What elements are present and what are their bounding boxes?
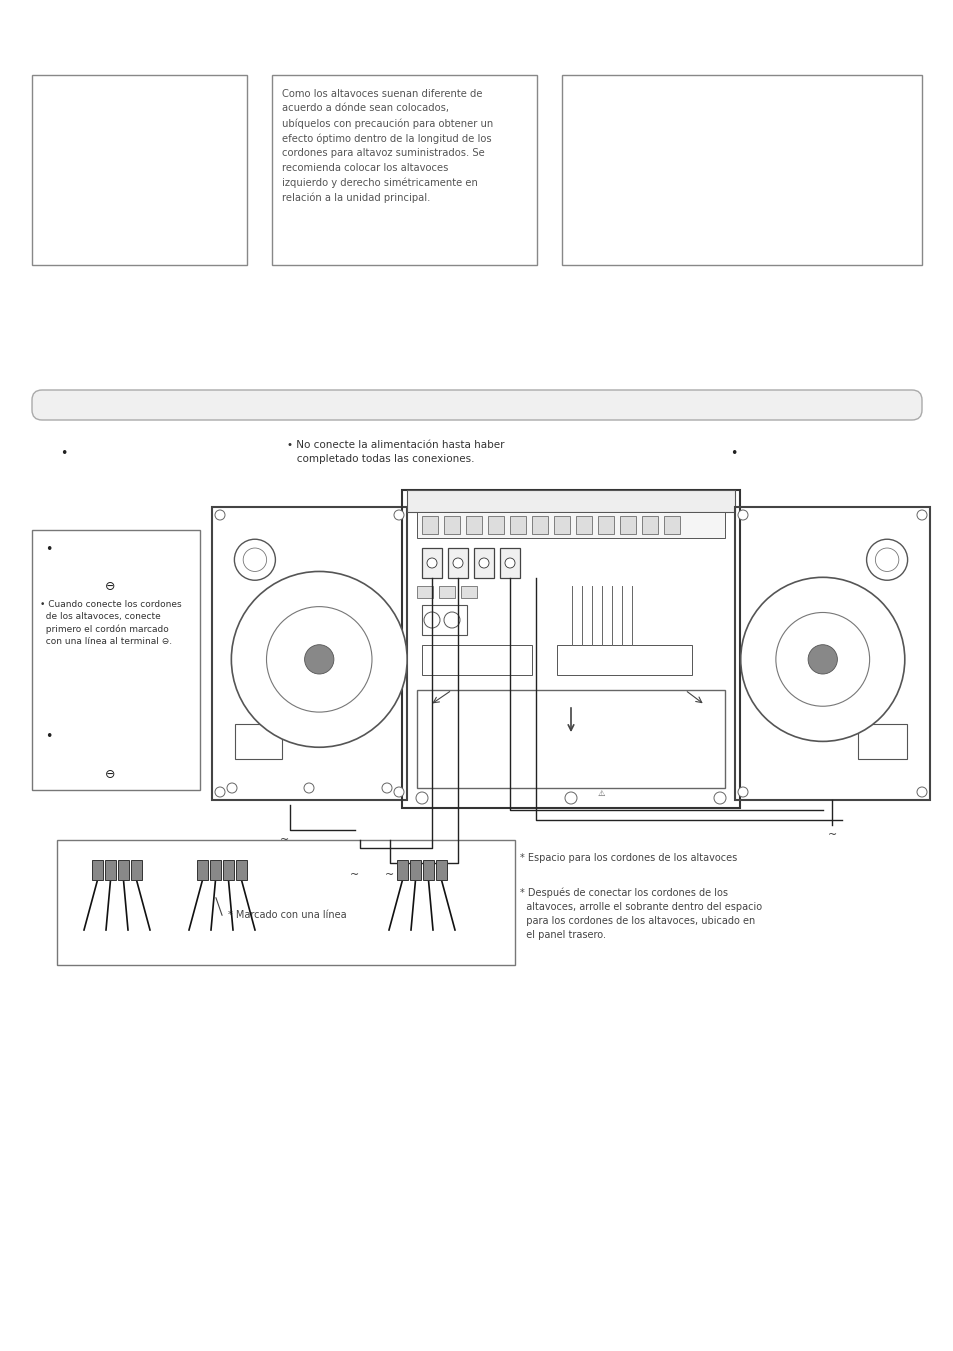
Circle shape [564, 792, 577, 804]
Text: •: • [45, 730, 52, 743]
Bar [576, 516, 592, 534]
Bar [416, 586, 433, 598]
Circle shape [227, 784, 236, 793]
Circle shape [807, 644, 837, 674]
Bar [212, 507, 407, 800]
Circle shape [738, 788, 747, 797]
Text: * Después de conectar los cordones de los
  altavoces, arrolle el sobrante dentr: * Después de conectar los cordones de lo… [519, 888, 761, 940]
Circle shape [443, 612, 459, 628]
Circle shape [234, 539, 275, 580]
Circle shape [394, 788, 403, 797]
Circle shape [713, 792, 725, 804]
Text: ~: ~ [280, 835, 290, 844]
Bar [410, 861, 421, 880]
Bar [421, 644, 532, 676]
Bar [235, 724, 282, 759]
Bar [106, 861, 116, 880]
FancyBboxPatch shape [32, 390, 921, 420]
Circle shape [875, 549, 898, 571]
Text: •: • [729, 447, 737, 459]
Bar [421, 549, 441, 578]
Circle shape [775, 612, 869, 707]
Bar [421, 516, 437, 534]
Bar [448, 549, 468, 578]
Text: ⊖: ⊖ [105, 580, 115, 593]
Bar [416, 512, 724, 538]
Text: * Marcado con una línea: * Marcado con una línea [228, 911, 346, 920]
Text: Como los altavoces suenan diferente de
acuerdo a dónde sean colocados,
ubíquelos: Como los altavoces suenan diferente de a… [282, 89, 493, 203]
Text: ⚠: ⚠ [597, 789, 604, 797]
Bar [223, 861, 234, 880]
Bar [421, 605, 467, 635]
Circle shape [214, 509, 225, 520]
Bar [438, 586, 455, 598]
Text: * Espacio para los cordones de los altavoces: * Espacio para los cordones de los altav… [519, 852, 737, 863]
Circle shape [453, 558, 462, 567]
Text: • Cuando conecte los cordones
  de los altavoces, conecte
  primero el cordón ma: • Cuando conecte los cordones de los alt… [40, 600, 181, 646]
Circle shape [304, 784, 314, 793]
Bar [598, 516, 614, 534]
Bar [32, 530, 200, 790]
Bar [436, 861, 447, 880]
Bar [641, 516, 658, 534]
Circle shape [416, 792, 428, 804]
Bar [236, 861, 247, 880]
Bar [460, 586, 476, 598]
Circle shape [266, 607, 372, 712]
Bar [510, 516, 525, 534]
Bar [443, 516, 459, 534]
Bar [211, 861, 221, 880]
Bar [465, 516, 481, 534]
Bar [663, 516, 679, 534]
Bar [272, 76, 537, 265]
Circle shape [504, 558, 515, 567]
Circle shape [478, 558, 489, 567]
Bar [857, 724, 905, 759]
Text: •: • [45, 543, 52, 557]
Circle shape [423, 612, 439, 628]
Bar [499, 549, 519, 578]
Circle shape [232, 571, 407, 747]
Bar [57, 840, 515, 965]
Text: ~: ~ [385, 870, 395, 880]
Text: ⊖: ⊖ [105, 767, 115, 781]
Bar [554, 516, 569, 534]
Bar [416, 690, 724, 788]
Bar [557, 644, 691, 676]
Circle shape [865, 539, 906, 580]
Bar [561, 76, 921, 265]
Bar [118, 861, 130, 880]
Circle shape [427, 558, 436, 567]
Bar [132, 861, 142, 880]
Bar [474, 549, 494, 578]
Circle shape [738, 509, 747, 520]
Bar [32, 76, 247, 265]
Bar [619, 516, 636, 534]
Circle shape [740, 577, 903, 742]
Circle shape [243, 549, 266, 571]
Circle shape [916, 788, 926, 797]
Bar [532, 516, 547, 534]
Text: ~: ~ [827, 830, 836, 840]
Text: • No conecte la alimentación hasta haber
   completado todas las conexiones.: • No conecte la alimentación hasta haber… [287, 440, 504, 463]
Circle shape [394, 509, 403, 520]
Bar [197, 861, 209, 880]
Bar [397, 861, 408, 880]
Bar [488, 516, 503, 534]
Text: ~: ~ [350, 870, 359, 880]
Circle shape [304, 644, 334, 674]
Circle shape [916, 509, 926, 520]
Text: •: • [60, 447, 68, 459]
Bar [401, 490, 740, 808]
Circle shape [381, 784, 392, 793]
Bar [734, 507, 929, 800]
Circle shape [214, 788, 225, 797]
Bar [407, 490, 734, 512]
Bar [423, 861, 434, 880]
Bar [92, 861, 103, 880]
